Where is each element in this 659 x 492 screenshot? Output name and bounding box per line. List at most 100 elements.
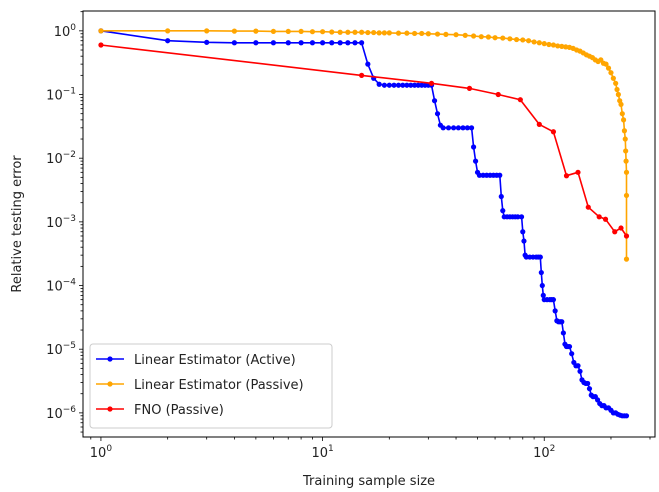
data-point — [613, 80, 619, 86]
y-tick-label: 10−5 — [46, 341, 76, 358]
data-point — [460, 125, 466, 131]
data-point — [309, 29, 316, 35]
data-point — [98, 42, 104, 48]
data-point — [485, 34, 492, 40]
data-point — [453, 32, 459, 38]
x-axis-label: Training sample size — [302, 474, 435, 489]
series-line-1 — [100, 29, 628, 260]
data-point — [596, 214, 602, 220]
data-point — [468, 125, 475, 131]
data-point — [539, 282, 545, 289]
data-point — [285, 40, 291, 46]
data-point — [615, 91, 621, 98]
data-point — [550, 297, 557, 303]
data-point — [546, 41, 552, 48]
legend-label: FNO (Passive) — [134, 403, 224, 418]
data-point — [337, 40, 343, 46]
data-point — [165, 38, 171, 44]
data-point — [622, 136, 628, 142]
axis-ticks: 100 101 102 100 10−1 10−2 10−3 10−4 10−5 10−6 — [46, 11, 651, 461]
data-point — [550, 42, 557, 48]
data-point — [309, 40, 316, 46]
data-point — [270, 28, 277, 35]
data-point — [231, 40, 237, 46]
data-point — [520, 37, 526, 43]
data-point — [428, 80, 435, 86]
data-point — [285, 28, 291, 35]
legend-marker — [107, 406, 113, 412]
data-point — [408, 82, 414, 88]
data-point — [623, 148, 629, 154]
data-point — [603, 61, 609, 67]
data-point — [623, 256, 630, 262]
data-point — [404, 30, 410, 36]
data-point — [470, 144, 477, 150]
y-tick-label: 10−6 — [46, 405, 76, 422]
data-point — [569, 351, 575, 357]
data-point — [319, 40, 326, 46]
data-point — [497, 172, 503, 178]
data-point — [253, 40, 259, 46]
data-point — [585, 380, 591, 387]
data-point — [602, 216, 609, 222]
data-point — [480, 172, 486, 178]
data-point — [518, 214, 525, 220]
legend-marker — [107, 381, 113, 387]
data-point — [623, 158, 629, 164]
data-point — [575, 169, 581, 175]
data-point — [376, 30, 382, 36]
data-point — [577, 368, 583, 374]
data-point — [329, 40, 335, 46]
data-point — [623, 169, 630, 175]
data-point — [365, 61, 371, 67]
data-point — [585, 204, 591, 210]
data-point — [445, 125, 452, 131]
data-point — [498, 193, 504, 200]
data-point — [395, 30, 402, 36]
y-tick-label: 10−1 — [46, 87, 76, 104]
data-point — [337, 29, 343, 35]
data-point — [434, 31, 441, 37]
data-point — [536, 121, 542, 127]
data-point — [610, 75, 616, 81]
data-point — [619, 111, 625, 117]
legend-marker — [107, 356, 113, 362]
data-point — [559, 43, 565, 49]
data-point — [386, 30, 392, 36]
data-point — [575, 363, 581, 369]
data-point — [560, 330, 566, 336]
data-point — [359, 40, 365, 46]
data-point — [345, 40, 351, 46]
data-point — [98, 28, 104, 34]
data-point — [500, 35, 506, 41]
legend-box — [89, 343, 333, 429]
data-point — [359, 29, 365, 35]
data-point — [552, 308, 558, 314]
y-axis-label: Relative testing error — [10, 155, 25, 293]
data-point — [515, 214, 521, 220]
data-point — [462, 32, 468, 38]
data-point — [563, 44, 569, 50]
data-point — [434, 111, 441, 117]
legend: Linear Estimator (Active) Linear Estimato… — [89, 343, 333, 429]
data-point — [253, 28, 259, 34]
data-point — [352, 29, 358, 35]
data-point — [298, 28, 304, 35]
data-point — [381, 82, 387, 88]
data-point — [352, 40, 358, 46]
data-point — [371, 29, 377, 36]
data-point — [464, 125, 470, 131]
data-point — [513, 36, 520, 43]
data-point — [391, 82, 397, 88]
data-point — [621, 128, 628, 134]
data-point — [400, 82, 406, 88]
data-point — [270, 40, 277, 46]
data-point — [612, 229, 618, 235]
data-point — [345, 29, 351, 35]
data-point — [204, 28, 210, 34]
data-point — [555, 43, 561, 49]
data-point — [365, 29, 371, 36]
y-tick-label: 10−4 — [46, 278, 76, 295]
legend-label: Linear Estimator (Active) — [134, 353, 296, 368]
